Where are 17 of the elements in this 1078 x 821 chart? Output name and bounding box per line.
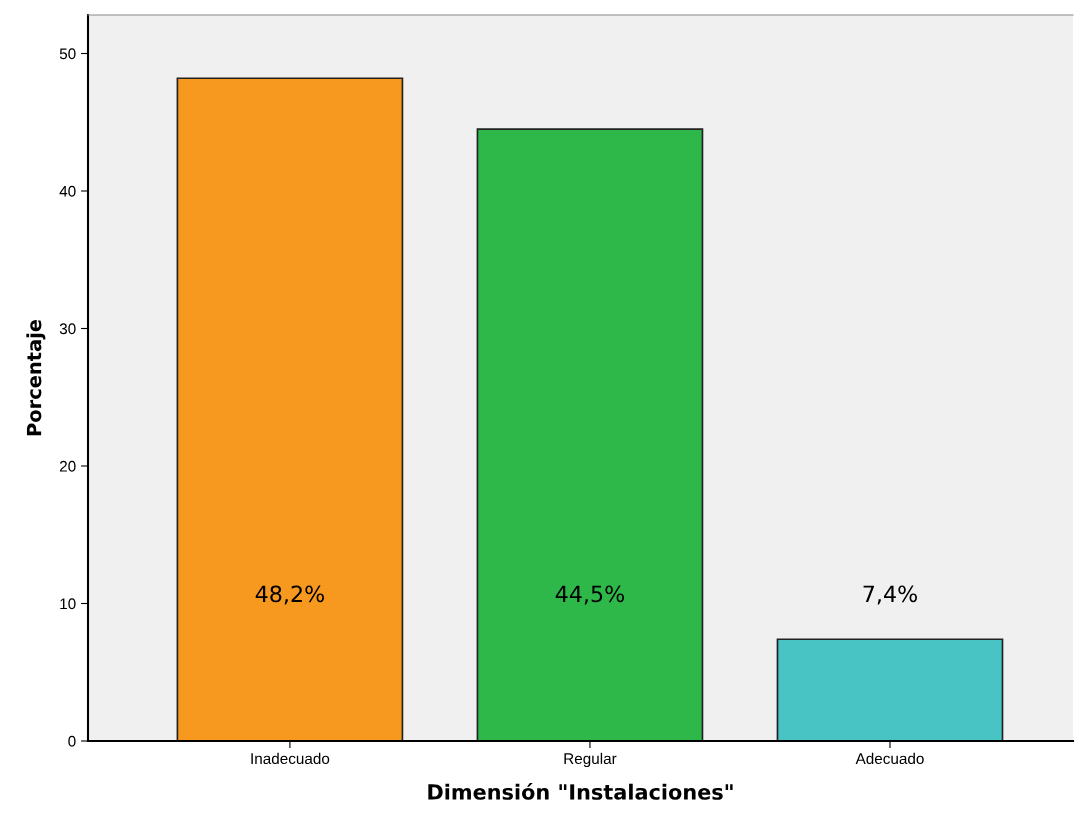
y-tick-label: 10 [60, 598, 76, 610]
y-tick-label: 20 [59, 460, 76, 472]
bar [176, 77, 404, 741]
x-tick-label: Adecuado [855, 752, 924, 765]
x-tick-label: Regular [564, 752, 617, 768]
y-tick-label: 30 [59, 323, 76, 335]
x-axis-title: Dimensión "Instalaciones" [428, 782, 733, 800]
data-label: 48,2% [255, 585, 324, 605]
y-axis-title: Porcentaje [26, 319, 46, 436]
bar [476, 128, 704, 741]
x-tick-label: Inadecuado [251, 752, 330, 765]
data-label: 7,4% [863, 585, 917, 605]
y-tick-label: 0 [68, 735, 76, 747]
bar [776, 638, 1004, 741]
y-tick-label: 50 [59, 48, 76, 60]
y-tick-label: 40 [59, 185, 76, 197]
data-label: 44,5% [555, 585, 625, 605]
